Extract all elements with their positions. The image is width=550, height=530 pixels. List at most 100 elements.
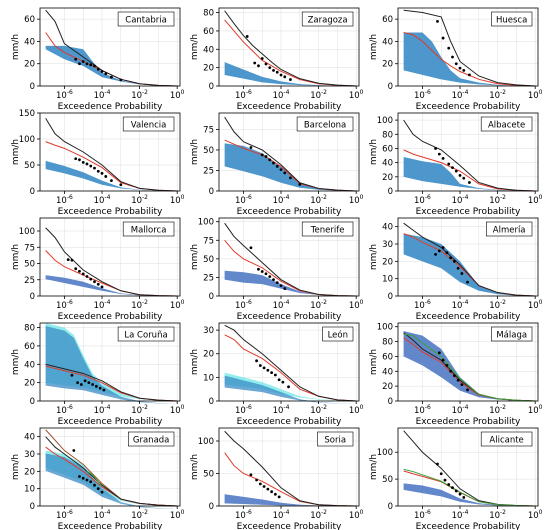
subplot-title: León (328, 330, 348, 341)
x-tick-label: 10-2 (131, 299, 148, 311)
y-tick-label: 100 (19, 227, 35, 237)
data-point (96, 282, 100, 286)
subplot-title: Mallorca (131, 226, 167, 236)
x-tick-label: 10-4 (452, 89, 469, 101)
x-tick-base: 10 (131, 91, 142, 101)
plot-frame (397, 217, 539, 297)
data-point (283, 287, 287, 290)
plot-frame (397, 322, 539, 402)
data-point (249, 246, 253, 250)
data-point (93, 280, 96, 284)
y-tick-label: 100 (377, 448, 393, 458)
x-tick-label: 10-6 (235, 194, 252, 206)
x-tick-exp: 0 (539, 194, 543, 201)
y-tick-label: 40 (203, 45, 214, 55)
x-tick-base: 10 (56, 511, 67, 521)
y-tick-label: 20 (24, 379, 35, 389)
x-tick-exp: -2 (321, 194, 327, 201)
data-point (466, 280, 469, 284)
x-tick-exp: -2 (142, 509, 148, 516)
data-point (273, 492, 277, 496)
data-point (85, 62, 89, 66)
y-tick-label: 40 (382, 223, 393, 233)
x-tick-exp: 0 (539, 404, 543, 411)
x-axis-label: Exceedence Probability (237, 207, 342, 217)
x-tick-exp: -6 (425, 404, 431, 411)
x-tick-base: 10 (349, 91, 360, 101)
data-point (451, 486, 454, 490)
band-inner (45, 453, 178, 509)
data-point (79, 383, 83, 386)
x-tick-base: 10 (489, 511, 500, 521)
x-tick-exp: -2 (500, 194, 506, 201)
x-tick-base: 10 (56, 196, 67, 206)
y-axis-label: mm/h (190, 139, 200, 165)
title-box (485, 221, 533, 237)
band (403, 156, 536, 191)
x-tick-label: 10-2 (310, 194, 327, 206)
x-tick-exp: -6 (246, 404, 252, 411)
y-axis-label: mm/h (11, 244, 21, 270)
y-tick-label: 40 (382, 367, 393, 377)
data-point (262, 485, 266, 488)
y-tick-label: 10 (203, 373, 214, 383)
x-tick-base: 10 (310, 406, 321, 416)
data-point (262, 366, 266, 370)
subplot-title: Málaga (496, 331, 527, 341)
x-tick-base: 10 (310, 91, 321, 101)
title-box (491, 11, 533, 27)
data-point (447, 162, 451, 166)
x-tick-exp: -4 (104, 404, 110, 411)
x-tick-base: 10 (235, 406, 246, 416)
data-point (249, 146, 253, 149)
y-tick-label: 40 (382, 37, 393, 47)
x-axis-label: Exceedence Probability (237, 522, 342, 530)
y-tick-label: 30 (203, 326, 214, 336)
data-point (98, 386, 102, 390)
x-tick-label: 10-6 (414, 89, 431, 101)
x-tick-exp: 0 (360, 89, 364, 96)
data-point (100, 70, 104, 73)
data-point (249, 473, 253, 477)
x-tick-label: 10-2 (310, 509, 327, 521)
x-tick-label: 10-4 (273, 89, 290, 101)
x-axis-label: Exceedence Probability (58, 207, 163, 217)
data-point (283, 75, 287, 79)
x-tick-base: 10 (235, 91, 246, 101)
x-tick-exp: -4 (283, 299, 289, 306)
x-tick-base: 10 (310, 196, 321, 206)
data-point (264, 62, 268, 66)
x-tick-exp: -6 (246, 509, 252, 516)
subplot-title: La Coruña (124, 331, 167, 341)
data-point (270, 490, 274, 494)
x-tick-base: 10 (452, 511, 463, 521)
data-point (78, 475, 81, 478)
x-tick-exp: -2 (321, 89, 327, 96)
x-tick-label: 10-6 (235, 509, 252, 521)
y-tick-label: 60 (382, 15, 393, 25)
x-axis-label: Exceedence Probability (416, 417, 521, 427)
red-line (403, 32, 536, 87)
x-tick-base: 10 (528, 91, 539, 101)
x-tick-label: 10-4 (94, 194, 111, 206)
x-tick-label: 100 (349, 89, 364, 101)
data-point (257, 64, 260, 68)
x-tick-label: 10-6 (414, 509, 431, 521)
data-point (110, 179, 113, 183)
plot-frame (39, 217, 181, 297)
title-box (122, 221, 175, 237)
data-point (76, 381, 79, 385)
band-inner (45, 326, 178, 404)
x-tick-label: 10-6 (56, 194, 73, 206)
x-tick-label: 10-2 (489, 89, 506, 101)
green-line (86, 470, 103, 488)
x-tick-label: 10-6 (56, 509, 73, 521)
red-line (45, 141, 178, 192)
data-point (96, 67, 100, 71)
title-box (491, 326, 533, 342)
y-tick-label: 0 (209, 502, 214, 512)
y-axis-label: mm/h (369, 34, 379, 60)
